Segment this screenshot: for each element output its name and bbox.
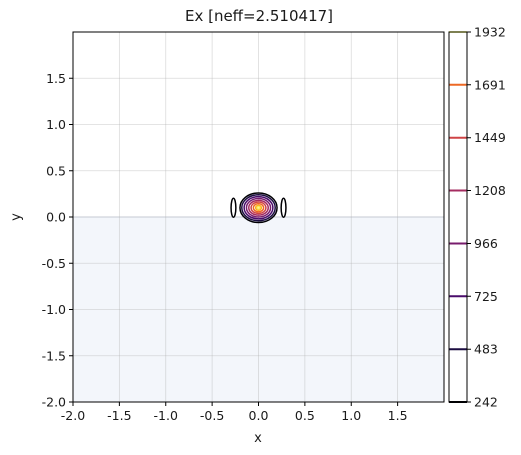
x-tick-label: 0.5 bbox=[295, 408, 315, 423]
colorbar-background bbox=[449, 32, 467, 402]
y-tick-label: -0.5 bbox=[42, 256, 66, 271]
side-lobe-contour bbox=[230, 197, 237, 218]
x-tick-label: 1.5 bbox=[388, 408, 408, 423]
colorbar-tick-label: 725 bbox=[474, 289, 498, 304]
colorbar-tick-label: 966 bbox=[474, 236, 498, 251]
x-tick-label: -2.0 bbox=[61, 408, 85, 423]
y-tick-label: -2.0 bbox=[42, 395, 66, 410]
chart-title: Ex [neff=2.510417] bbox=[185, 7, 333, 25]
x-axis: -2.0 -1.5 -1.0 -0.5 0.0 0.5 1.0 1.5 bbox=[61, 402, 408, 423]
mode-core bbox=[254, 204, 263, 211]
y-tick-label: 0.5 bbox=[46, 163, 66, 178]
y-axis-label: y bbox=[9, 213, 24, 221]
contour-level-966 bbox=[245, 197, 272, 218]
contour-level-242 bbox=[239, 192, 278, 224]
substrate-region bbox=[73, 217, 444, 402]
y-tick-label: 0.0 bbox=[46, 210, 66, 225]
x-tick-label: 1.0 bbox=[341, 408, 361, 423]
colorbar-frame bbox=[448, 31, 468, 403]
y-tick-label: -1.5 bbox=[42, 348, 66, 363]
colorbar-tick-label: 242 bbox=[474, 395, 498, 410]
y-tick-label: 1.0 bbox=[46, 117, 66, 132]
colorbar: 242 483 725 966 1208 1449 1691 1932 bbox=[448, 25, 506, 410]
colorbar-tick-label: 1449 bbox=[474, 130, 506, 145]
contour-level-1449 bbox=[250, 201, 267, 215]
contour-level-1691 bbox=[252, 202, 265, 213]
side-lobe-contour bbox=[280, 197, 287, 218]
x-tick-label: -1.5 bbox=[107, 408, 131, 423]
plot-area bbox=[72, 32, 444, 403]
colorbar-tick-label: 483 bbox=[474, 342, 498, 357]
y-tick-label: -1.0 bbox=[42, 302, 66, 317]
x-axis-label: x bbox=[254, 431, 262, 446]
contour-level-483 bbox=[241, 194, 276, 222]
x-tick-label: 0.0 bbox=[249, 408, 269, 423]
x-tick-label: -0.5 bbox=[200, 408, 224, 423]
x-tick-label: -1.0 bbox=[154, 408, 178, 423]
y-axis: -2.0 -1.5 -1.0 -0.5 0.0 0.5 1.0 1.5 bbox=[42, 71, 73, 410]
colorbar-tick-label: 1691 bbox=[474, 77, 506, 92]
colorbar-tick-label: 1932 bbox=[474, 25, 506, 40]
contour-level-725 bbox=[243, 195, 274, 220]
colorbar-tick-label: 1208 bbox=[474, 183, 506, 198]
y-tick-label: 1.5 bbox=[46, 71, 66, 86]
contour-level-1208 bbox=[248, 199, 269, 216]
